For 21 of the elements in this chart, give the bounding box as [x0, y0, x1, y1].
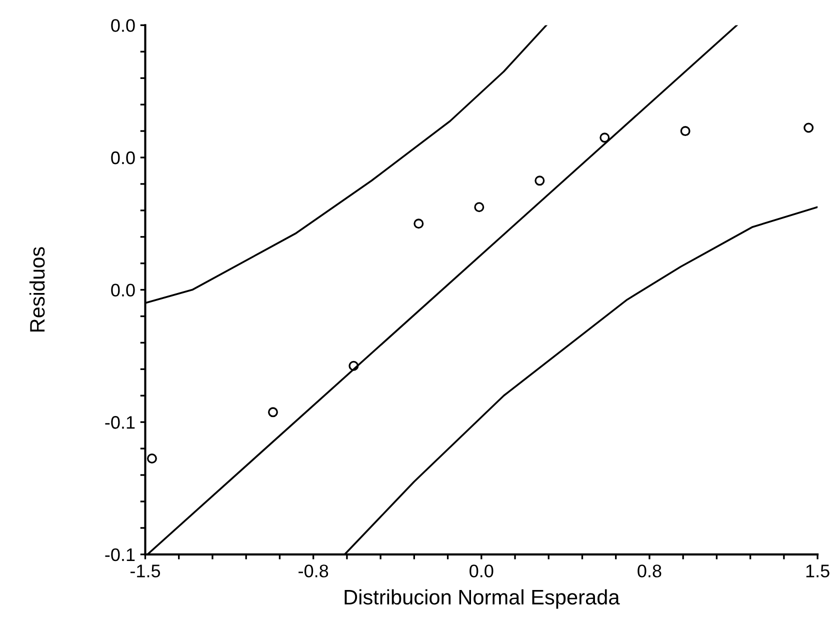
point	[804, 122, 814, 133]
y-tick-label: 0.0	[111, 19, 135, 32]
point	[600, 132, 610, 143]
y-tick-label: 0.0	[111, 151, 135, 164]
x-tick-label: -0.8	[298, 564, 328, 578]
x-tick-label: 0.0	[470, 564, 494, 578]
y-axis-title: Residuos	[29, 247, 45, 332]
x-tick-label: -1.5	[130, 564, 160, 578]
x-axis-title: Distribucion Normal Esperada	[344, 589, 620, 609]
point	[268, 407, 278, 418]
point	[414, 218, 424, 229]
x-tick-label: 1.5	[806, 564, 830, 578]
point	[474, 202, 484, 212]
point	[348, 360, 359, 371]
x-tick-label: 0.8	[638, 564, 662, 578]
point	[534, 176, 545, 186]
y-tick-label: -0.1	[105, 416, 135, 429]
y-tick-label: -0.1	[105, 548, 135, 562]
point	[146, 453, 157, 464]
y-tick-label: 0.0	[111, 284, 135, 297]
point	[680, 126, 690, 136]
